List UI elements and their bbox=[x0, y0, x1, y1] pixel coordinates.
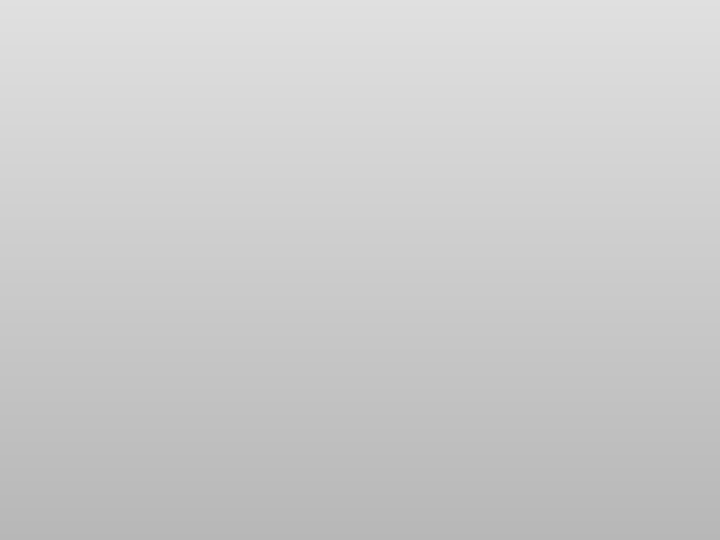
Text: □If one electron can move to an orbital with a higher
   energy it is referred t: □If one electron can move to an orbital … bbox=[35, 416, 464, 451]
Text: K: K bbox=[488, 203, 498, 216]
Text: II Energy Level: II Energy Level bbox=[580, 43, 666, 56]
Text: possible energies: possible energies bbox=[62, 333, 221, 348]
Text: N: N bbox=[488, 285, 498, 298]
Text: 8: 8 bbox=[491, 105, 500, 118]
Text: electrons in the: electrons in the bbox=[16, 220, 162, 239]
Text: □An excited state is less stable than the ground state.: □An excited state is less stable than th… bbox=[35, 466, 474, 481]
Text: □  When all the electrons in an atom have the lowest
   possible energies, the a: □ When all the electrons in an atom have… bbox=[35, 346, 465, 381]
Text: □: □ bbox=[16, 159, 40, 178]
Text: □ The most stable electron configuration is the one in
   which the electrons ar: □ The most stable electron configuration… bbox=[35, 274, 471, 310]
Text: excited state: excited state bbox=[269, 436, 387, 451]
Text: 18: 18 bbox=[487, 76, 504, 89]
Text: .: . bbox=[402, 436, 407, 451]
Text: 2: 2 bbox=[491, 132, 500, 145]
Text: is the arrangement of: is the arrangement of bbox=[16, 190, 220, 209]
Ellipse shape bbox=[464, 148, 522, 192]
FancyBboxPatch shape bbox=[4, 3, 410, 151]
Text: 32: 32 bbox=[487, 46, 504, 59]
Text: Electron Configuration: Electron Configuration bbox=[42, 159, 281, 178]
Text: +: + bbox=[485, 160, 502, 180]
Text: ground state: ground state bbox=[62, 402, 179, 417]
Text: Nucleus: Nucleus bbox=[580, 127, 626, 140]
Text: III Energy Level: III Energy Level bbox=[580, 71, 670, 84]
Text: ELECTRON: ELECTRON bbox=[18, 19, 197, 48]
Text: M: M bbox=[487, 256, 500, 269]
Text: lowest: lowest bbox=[323, 312, 382, 327]
Text: L: L bbox=[489, 228, 498, 241]
Text: orbitals of an atom.: orbitals of an atom. bbox=[16, 248, 199, 267]
Ellipse shape bbox=[477, 158, 510, 182]
Text: IV Energy Level: IV Energy Level bbox=[580, 99, 671, 112]
Ellipse shape bbox=[470, 152, 517, 187]
Text: I Energy Level: I Energy Level bbox=[580, 16, 663, 29]
Text: CONFIGURATIONS: CONFIGURATIONS bbox=[18, 57, 323, 86]
Text: .: . bbox=[248, 333, 253, 348]
